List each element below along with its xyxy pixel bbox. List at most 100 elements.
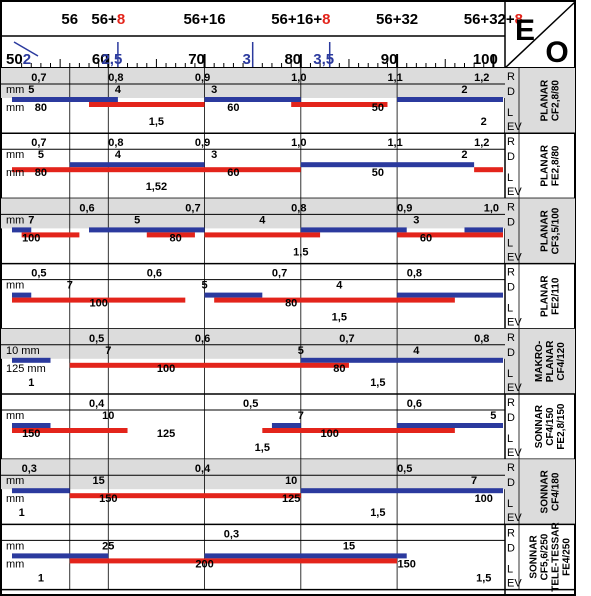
red-bar: [69, 558, 398, 564]
scale-start-arrow: [13, 41, 39, 57]
side-label-ev: EV: [507, 251, 522, 263]
row-grey-band: [1, 328, 505, 359]
red-bar: [397, 232, 503, 238]
far-distance-value: 60: [227, 167, 239, 179]
aperture-value: 0,6: [147, 268, 162, 280]
far-unit-label: mm: [6, 167, 24, 179]
side-label-r: R: [507, 267, 515, 279]
far-distance-value: 50: [372, 102, 384, 114]
blue-bar: [204, 97, 301, 102]
scale-tick-label: 90: [381, 51, 398, 68]
lens-name: PLANAR CF2,8/80: [540, 79, 562, 121]
near-distance-value: 7: [298, 410, 304, 422]
lens-name-line: SONNAR: [529, 535, 540, 579]
aperture-value: 0,7: [185, 202, 200, 214]
near-unit-label: mm: [6, 540, 24, 552]
aperture-value: 0,8: [108, 137, 123, 149]
lens-name-line: FE2,8/150: [556, 403, 567, 450]
near-unit-label: mm: [6, 214, 24, 226]
blue-bar: [300, 162, 475, 168]
side-label-d: D: [507, 477, 515, 489]
red-bar: [12, 167, 301, 173]
blue-bar: [12, 227, 32, 233]
side-label-l: L: [507, 498, 513, 510]
near-distance-value: 15: [343, 540, 355, 552]
near-distance-value: 4: [115, 149, 122, 161]
blue-bar: [204, 292, 263, 298]
far-distance-value: 100: [22, 232, 40, 244]
near-unit-label: 10 mm: [6, 345, 40, 357]
lens-name: SONNAR CF4/150 FE2,8/150: [534, 403, 567, 450]
side-label-d: D: [507, 151, 515, 163]
lens-name-line: FE4/250: [562, 538, 573, 576]
lens-name: PLANAR CF3,5/100: [540, 207, 562, 254]
far-unit-label: mm: [6, 493, 24, 505]
header-mark-base: 56: [61, 11, 78, 28]
red-bar: [21, 232, 80, 238]
lens-name-line: SONNAR: [534, 404, 545, 448]
near-distance-value: 15: [93, 475, 105, 487]
red-bar: [474, 167, 503, 173]
row-grey-band: [1, 459, 505, 490]
lens-name: PLANAR FE2/110: [540, 275, 562, 317]
aperture-value: 0,7: [272, 268, 287, 280]
red-bar: [262, 428, 455, 433]
far-distance-value: 200: [195, 558, 213, 570]
aperture-value: 0,5: [31, 268, 46, 280]
scale-tick-label: 80: [284, 51, 301, 68]
aperture-value: 1,2: [474, 137, 489, 149]
blue-bar: [300, 227, 407, 233]
near-distance-value: 5: [38, 149, 44, 161]
blue-bar: [12, 488, 70, 494]
aperture-value: 0,7: [31, 137, 46, 149]
lens-name-grey-band: [505, 198, 575, 264]
ev-value: 1: [28, 377, 34, 389]
aperture-value: 1,1: [387, 137, 402, 149]
far-distance-value: 60: [420, 232, 432, 244]
blue-bar: [397, 292, 503, 298]
side-label-d: D: [507, 282, 515, 294]
lens-row: PLANAR FE2/110: [1, 263, 575, 330]
aperture-value: 0,8: [108, 72, 123, 84]
near-distance-value: 3: [211, 149, 217, 161]
far-distance-value: 100: [89, 298, 107, 310]
blue-bar: [300, 357, 503, 363]
near-distance-value: 7: [105, 345, 111, 357]
aperture-value: 1,0: [291, 137, 306, 149]
aperture-value: 0,8: [474, 333, 489, 345]
side-label-d: D: [507, 86, 515, 98]
side-label-r: R: [507, 527, 515, 539]
aperture-value: 1,2: [474, 72, 489, 84]
far-distance-value: 100: [321, 428, 339, 440]
side-label-l: L: [507, 433, 513, 445]
aperture-value: 1,0: [291, 72, 306, 84]
ev-value: 1,5: [370, 377, 385, 389]
ev-value: 1,5: [332, 312, 347, 324]
lens-name-line: FE2,8/80: [551, 145, 562, 186]
red-bar: [12, 428, 128, 433]
near-distance-value: 5: [134, 214, 140, 226]
side-label-l: L: [507, 303, 513, 315]
lens-name: PLANAR FE2,8/80: [540, 144, 562, 186]
lens-name-line: PLANAR: [540, 275, 551, 317]
red-bar: [12, 297, 186, 303]
blue-bar: [12, 423, 51, 428]
lens-row: SONNAR CF5,6/250 TELE-TESSAR FE4/250: [1, 522, 575, 592]
lens-row: SONNAR CF4/180: [1, 459, 575, 526]
header-mark-label: 56+16+8: [271, 11, 330, 28]
scale-start-black: 50: [6, 51, 23, 68]
side-label-ev: EV: [507, 577, 522, 589]
lens-name-line: CF4/180: [551, 472, 562, 511]
aperture-value: 1,1: [387, 72, 402, 84]
near-unit-label: mm: [6, 475, 24, 487]
side-label-r: R: [507, 136, 515, 148]
lens-name-line: PLANAR: [545, 340, 556, 382]
aperture-value: 0,9: [195, 137, 210, 149]
blue-aperture-label: 3,5: [313, 51, 334, 68]
blue-bar: [12, 292, 32, 298]
side-label-ev: EV: [507, 121, 522, 133]
blue-bar: [397, 97, 503, 102]
side-label-r: R: [507, 332, 515, 344]
header-mark-label: 56+16: [183, 11, 225, 28]
